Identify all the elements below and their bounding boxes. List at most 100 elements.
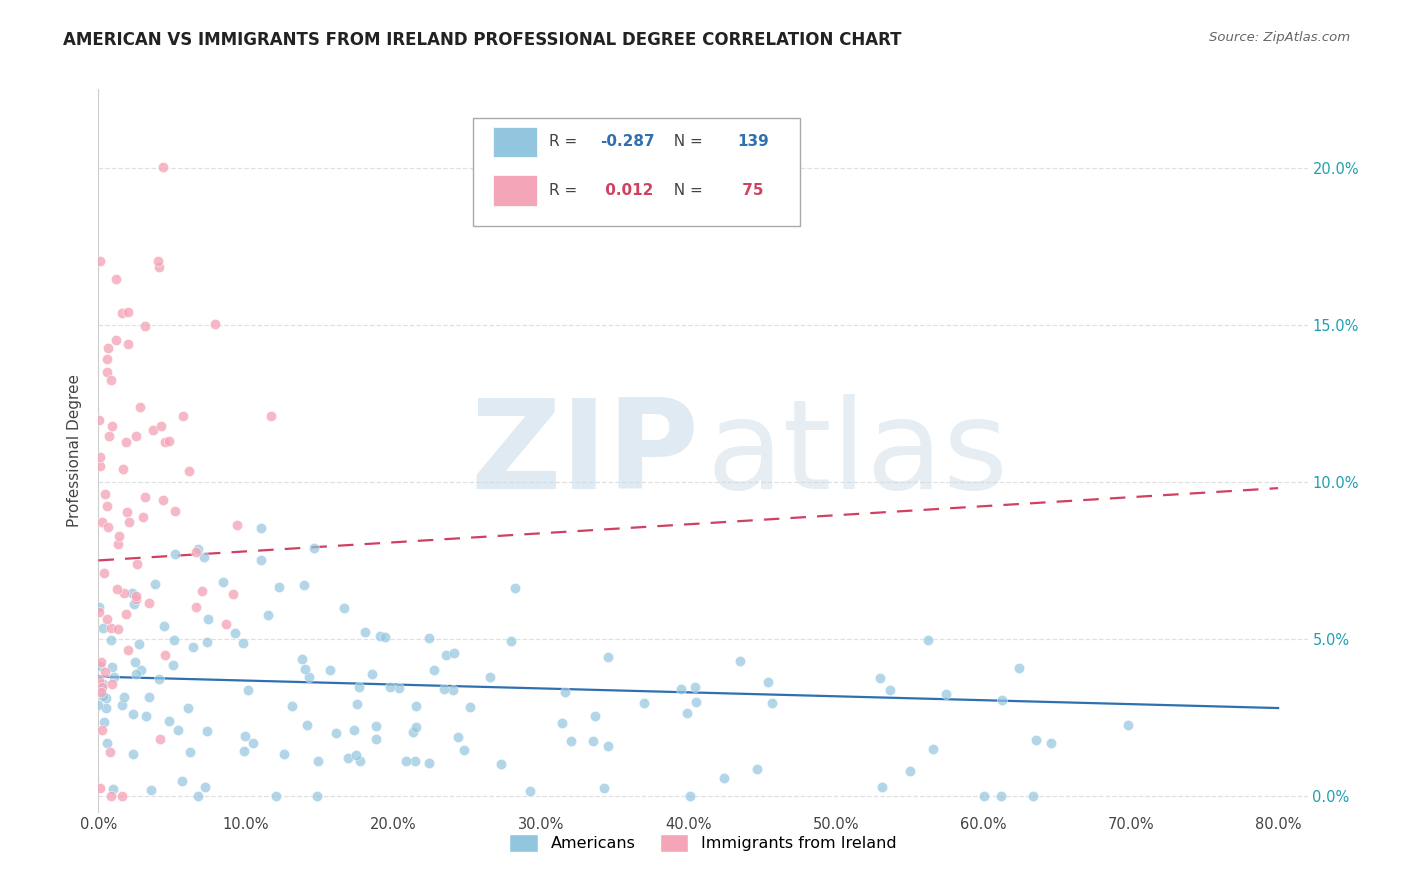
Point xyxy=(146,253,169,268)
Point xyxy=(305,789,328,803)
Point xyxy=(101,781,124,796)
Text: atlas: atlas xyxy=(707,393,1008,515)
Point xyxy=(250,553,273,567)
Point xyxy=(378,680,401,694)
Point xyxy=(101,677,124,691)
Point xyxy=(97,341,120,355)
Text: N =: N = xyxy=(664,135,709,150)
Text: N =: N = xyxy=(664,183,709,198)
Point xyxy=(898,764,921,779)
Point xyxy=(105,582,128,596)
Point xyxy=(633,696,655,710)
Point xyxy=(101,660,124,674)
Text: 139: 139 xyxy=(737,135,769,150)
Point xyxy=(104,271,127,285)
Point xyxy=(405,698,427,713)
Point xyxy=(90,656,112,670)
Point xyxy=(122,707,145,722)
Text: R =: R = xyxy=(550,183,582,198)
Point xyxy=(125,667,148,681)
Point xyxy=(115,434,138,449)
Point xyxy=(443,683,465,698)
Point xyxy=(325,725,347,739)
Point xyxy=(187,541,209,556)
Point xyxy=(107,537,129,551)
Point xyxy=(134,319,156,334)
Point xyxy=(89,450,111,464)
Point xyxy=(125,429,148,443)
Point xyxy=(581,734,603,748)
Point xyxy=(108,528,131,542)
Point xyxy=(346,748,368,763)
Point xyxy=(364,718,387,732)
Point xyxy=(100,632,122,647)
Point xyxy=(167,723,190,737)
Point xyxy=(122,747,145,761)
Point xyxy=(193,780,215,794)
Text: ZIP: ZIP xyxy=(471,393,699,515)
Point xyxy=(519,783,541,797)
Point xyxy=(302,541,325,555)
Legend: Americans, Immigrants from Ireland: Americans, Immigrants from Ireland xyxy=(503,828,903,858)
Point xyxy=(458,700,481,714)
Point xyxy=(149,418,172,433)
Point xyxy=(1039,736,1062,750)
Point xyxy=(195,635,218,649)
Point xyxy=(112,462,135,476)
Point xyxy=(343,723,366,737)
Point xyxy=(91,680,114,694)
Point xyxy=(96,351,118,366)
Point xyxy=(94,665,117,680)
Point xyxy=(103,670,125,684)
Text: 75: 75 xyxy=(737,183,763,198)
Point xyxy=(104,333,127,347)
Point xyxy=(117,336,139,351)
Point xyxy=(87,605,110,619)
Point xyxy=(433,681,456,696)
Point xyxy=(197,612,219,626)
Point xyxy=(917,632,939,647)
Point xyxy=(728,654,751,668)
Point xyxy=(163,632,186,647)
Point xyxy=(96,499,118,513)
Point xyxy=(222,587,245,601)
Point xyxy=(110,306,132,320)
Point xyxy=(134,490,156,504)
Point xyxy=(478,670,501,684)
Point xyxy=(100,621,122,635)
Point xyxy=(307,754,329,768)
Point xyxy=(212,574,235,589)
Point xyxy=(402,725,425,739)
Point xyxy=(91,723,114,737)
Point xyxy=(291,652,314,666)
Point xyxy=(678,789,700,803)
Text: Source: ZipAtlas.com: Source: ZipAtlas.com xyxy=(1209,31,1350,45)
Point xyxy=(423,664,446,678)
Point xyxy=(128,637,150,651)
Point xyxy=(114,607,136,622)
Point xyxy=(121,586,143,600)
Point xyxy=(184,600,207,615)
Point xyxy=(128,400,150,414)
Point xyxy=(172,409,194,423)
Point xyxy=(145,577,167,591)
Point xyxy=(354,625,377,640)
Point xyxy=(292,577,315,591)
Point xyxy=(1022,789,1045,803)
Point xyxy=(669,682,692,697)
Point xyxy=(87,673,110,688)
Point xyxy=(97,519,120,533)
Point xyxy=(346,698,368,712)
Point xyxy=(100,789,122,803)
Point xyxy=(264,789,287,803)
Point xyxy=(405,720,427,734)
Point xyxy=(395,754,418,768)
Point xyxy=(922,742,945,756)
Point xyxy=(89,780,111,795)
Text: 0.012: 0.012 xyxy=(600,183,654,198)
Point xyxy=(181,640,204,655)
Text: R =: R = xyxy=(550,135,582,150)
Point xyxy=(112,586,135,600)
Point xyxy=(747,762,769,776)
Point xyxy=(233,744,256,758)
